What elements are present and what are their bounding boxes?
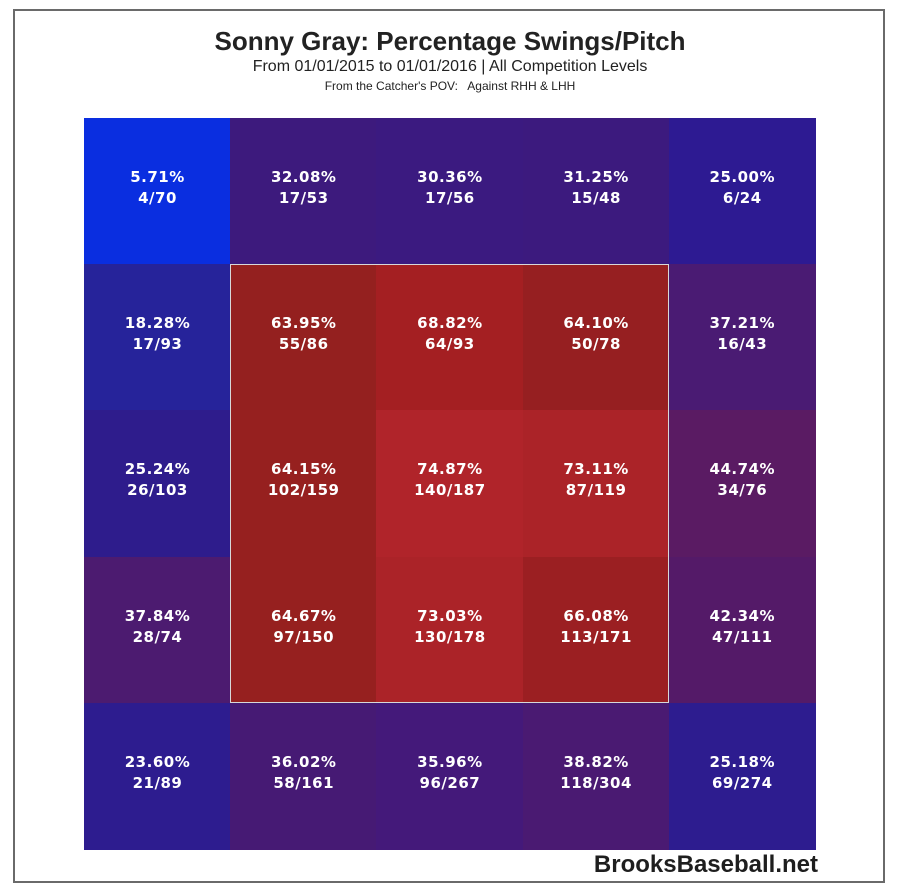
heatmap-cell: 38.82% 118/304	[522, 702, 670, 850]
cell-count: 130/178	[414, 627, 486, 646]
cell-count: 69/274	[711, 773, 773, 792]
cell-percentage: 25.24%	[124, 460, 191, 479]
cell-percentage: 42.34%	[709, 606, 776, 625]
cell-percentage: 64.15%	[270, 460, 337, 479]
heatmap-grid: 5.71% 4/70 32.08% 17/53 30.36% 17/56 31.25% 15/…	[84, 118, 816, 850]
cell-count: 17/93	[132, 335, 183, 354]
cell-percentage: 37.84%	[124, 606, 191, 625]
cell-count: 50/78	[571, 335, 621, 354]
cell-count: 16/43	[717, 335, 768, 354]
heatmap-cell: 73.11% 87/119	[522, 410, 670, 558]
heatmap-cell: 18.28% 17/93	[84, 264, 231, 412]
chart-subtitle-pov: From the Catcher's POV: Against RHH & LH…	[324, 79, 576, 93]
cell-count: 55/86	[278, 335, 329, 354]
cell-percentage: 30.36%	[417, 168, 483, 187]
cell-percentage: 35.96%	[417, 752, 483, 771]
cell-percentage: 36.02%	[270, 752, 337, 771]
heatmap-cell: 74.87% 140/187	[376, 410, 524, 558]
heatmap-cell: 5.71% 4/70	[84, 118, 231, 265]
cell-count: 113/171	[560, 627, 632, 646]
cell-count: 118/304	[560, 773, 632, 792]
cell-percentage: 25.00%	[709, 168, 776, 187]
heatmap-cell: 25.18% 69/274	[668, 702, 816, 850]
heatmap-cell: 25.24% 26/103	[84, 410, 231, 558]
heatmap-cell: 37.84% 28/74	[84, 556, 231, 704]
cell-percentage: 23.60%	[124, 752, 191, 771]
cell-count: 140/187	[414, 481, 486, 500]
heatmap-cell: 64.67% 97/150	[230, 556, 378, 704]
heatmap-cell: 64.15% 102/159	[230, 410, 378, 558]
heatmap-cell: 31.25% 15/48	[522, 118, 670, 265]
heatmap-cell: 32.08% 17/53	[230, 118, 378, 265]
cell-count: 21/89	[132, 773, 183, 792]
cell-count: 15/48	[571, 189, 621, 208]
chart-title: Sonny Gray: Percentage Swings/Pitch	[214, 26, 686, 56]
cell-percentage: 64.67%	[270, 606, 337, 625]
cell-percentage: 37.21%	[709, 314, 776, 333]
heatmap-cell: 66.08% 113/171	[522, 556, 670, 704]
cell-percentage: 74.87%	[417, 460, 483, 479]
heatmap-cell: 44.74% 34/76	[668, 410, 816, 558]
cell-percentage: 64.10%	[563, 314, 629, 333]
heatmap-cell: 23.60% 21/89	[84, 702, 231, 850]
cell-count: 17/56	[425, 189, 475, 208]
cell-count: 4/70	[138, 189, 177, 208]
cell-percentage: 73.11%	[563, 460, 629, 479]
watermark: BrooksBaseball.net	[593, 851, 818, 878]
cell-count: 17/53	[278, 189, 329, 208]
cell-percentage: 44.74%	[709, 460, 776, 479]
heatmap-cell: 68.82% 64/93	[376, 264, 524, 412]
cell-count: 28/74	[132, 627, 183, 646]
heatmap-cell: 35.96% 96/267	[376, 702, 524, 850]
cell-count: 97/150	[273, 627, 335, 646]
cell-percentage: 25.18%	[709, 752, 776, 771]
heatmap-cell: 63.95% 55/86	[230, 264, 378, 412]
heatmap-cell: 64.10% 50/78	[522, 264, 670, 412]
cell-count: 58/161	[273, 773, 335, 792]
cell-count: 87/119	[565, 481, 627, 500]
cell-count: 102/159	[267, 481, 340, 500]
heatmap-cell: 73.03% 130/178	[376, 556, 524, 704]
cell-percentage: 31.25%	[563, 168, 629, 187]
cell-percentage: 66.08%	[563, 606, 629, 625]
cell-count: 64/93	[425, 335, 475, 354]
cell-count: 34/76	[717, 481, 768, 500]
cell-count: 96/267	[419, 773, 481, 792]
cell-percentage: 38.82%	[563, 752, 629, 771]
cell-count: 26/103	[127, 481, 188, 500]
cell-percentage: 68.82%	[417, 314, 483, 333]
cell-percentage: 18.28%	[124, 314, 191, 333]
cell-count: 6/24	[722, 189, 762, 208]
chart-subtitle: From 01/01/2015 to 01/01/2016 | All Comp…	[252, 58, 648, 75]
heatmap-cell: 36.02% 58/161	[230, 702, 378, 850]
cell-percentage: 63.95%	[270, 314, 337, 333]
cell-count: 47/111	[711, 627, 773, 646]
cell-percentage: 5.71%	[130, 168, 185, 187]
heatmap-cell: 42.34% 47/111	[668, 556, 816, 704]
heatmap-cell: 30.36% 17/56	[376, 118, 524, 265]
heatmap-cell: 25.00% 6/24	[668, 118, 816, 265]
heatmap-cell: 37.21% 16/43	[668, 264, 816, 412]
cell-percentage: 32.08%	[270, 168, 337, 187]
cell-percentage: 73.03%	[417, 606, 483, 625]
